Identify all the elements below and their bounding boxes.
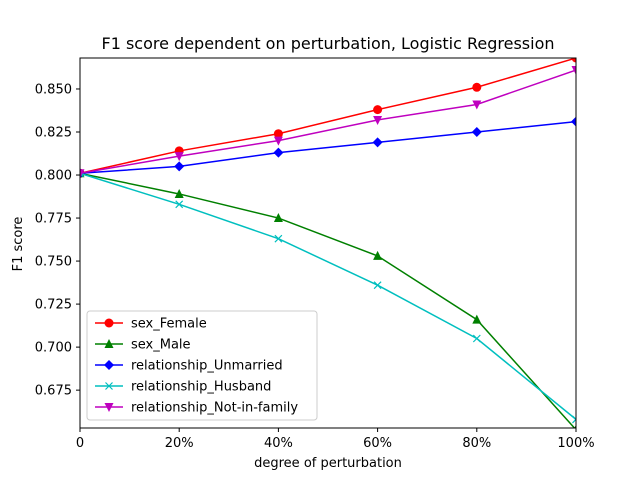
legend-label: sex_Female — [131, 317, 207, 332]
data-point-relationship_Husband — [472, 334, 481, 343]
data-point-relationship_Unmarried — [273, 147, 284, 158]
y-tick-label: 0.825 — [35, 126, 72, 141]
series-line-relationship_Not-in-family — [80, 69, 576, 175]
legend: sex_Female sex_Male relationship_Unmarried… — [86, 310, 318, 421]
data-point-relationship_Not-in-family — [571, 66, 576, 76]
data-point-relationship_Not-in-family — [472, 100, 482, 110]
y-tick-label: 0.775 — [35, 212, 72, 227]
data-point-relationship_Not-in-family — [174, 152, 184, 162]
legend-marker — [104, 339, 114, 348]
data-point-relationship_Unmarried — [372, 137, 383, 148]
legend-item: sex_Male — [95, 338, 191, 353]
chart-title: F1 score dependent on perturbation, Logi… — [101, 34, 554, 53]
x-tick-label: 20% — [165, 436, 194, 451]
data-point-sex_Female — [472, 82, 482, 92]
data-point-relationship_Husband — [175, 200, 184, 209]
legend-marker — [104, 360, 114, 370]
series-relationship_Not-in-family — [80, 66, 576, 179]
x-tick-label: 0 — [76, 436, 84, 451]
series-line-sex_Male — [80, 172, 576, 428]
axes-frame — [79, 57, 577, 429]
legend-label: sex_Male — [131, 338, 191, 353]
series-line-sex_Female — [80, 58, 576, 175]
series-line-relationship_Unmarried — [80, 120, 576, 175]
legend-item: relationship_Unmarried — [95, 359, 283, 374]
plot-area — [80, 58, 576, 428]
data-point-relationship_Husband — [274, 234, 283, 243]
data-point-relationship_Not-in-family — [373, 115, 383, 125]
x-tick-label: 60% — [363, 436, 392, 451]
legend-item: relationship_Not-in-family — [95, 401, 298, 416]
data-point-sex_Male — [472, 314, 482, 324]
legend-label: relationship_Unmarried — [131, 359, 283, 374]
series-line-relationship_Husband — [80, 172, 576, 420]
data-point-relationship_Unmarried — [174, 161, 185, 172]
data-point-relationship_Unmarried — [471, 127, 482, 137]
data-point-relationship_Not-in-family — [80, 169, 85, 179]
data-point-relationship_Not-in-family — [273, 136, 283, 146]
axes — [79, 57, 577, 429]
y-tick-label: 0.675 — [35, 384, 72, 399]
y-tick-label: 0.725 — [35, 298, 72, 313]
legend-marker — [104, 403, 114, 412]
data-point-relationship_Husband — [572, 415, 576, 424]
x-tick-label: 80% — [462, 436, 491, 451]
data-point-relationship_Husband — [373, 281, 382, 290]
legend-item: relationship_Husband — [95, 380, 271, 395]
legend-marker — [104, 318, 114, 328]
legend-box — [86, 310, 318, 421]
x-axis-label: degree of perturbation — [254, 456, 402, 471]
data-point-sex_Female — [273, 129, 283, 139]
ticks: 0 20% 40% 60% 80% 100% 0.675 0.700 0.725 0.750 0.7… — [35, 82, 595, 451]
legend-label: relationship_Not-in-family — [131, 401, 298, 416]
legend-marker — [105, 382, 113, 390]
series-sex_Female — [80, 58, 576, 178]
data-point-relationship_Unmarried — [571, 116, 576, 127]
y-tick-label: 0.850 — [35, 82, 72, 97]
x-tick-label: 40% — [264, 436, 293, 451]
legend-item: sex_Female — [95, 317, 207, 332]
y-tick-label: 0.800 — [35, 169, 72, 184]
data-point-sex_Male — [174, 188, 184, 198]
y-tick-label: 0.750 — [35, 255, 72, 270]
series-relationship_Unmarried — [80, 116, 576, 179]
legend-label: relationship_Husband — [131, 380, 271, 395]
data-point-sex_Female — [373, 105, 383, 115]
data-point-sex_Female — [571, 58, 576, 63]
data-point-sex_Male — [273, 213, 283, 223]
y-tick-label: 0.700 — [35, 341, 72, 356]
data-point-sex_Male — [373, 250, 383, 260]
y-axis-label: F1 score — [11, 217, 26, 272]
x-tick-label: 100% — [557, 436, 594, 451]
